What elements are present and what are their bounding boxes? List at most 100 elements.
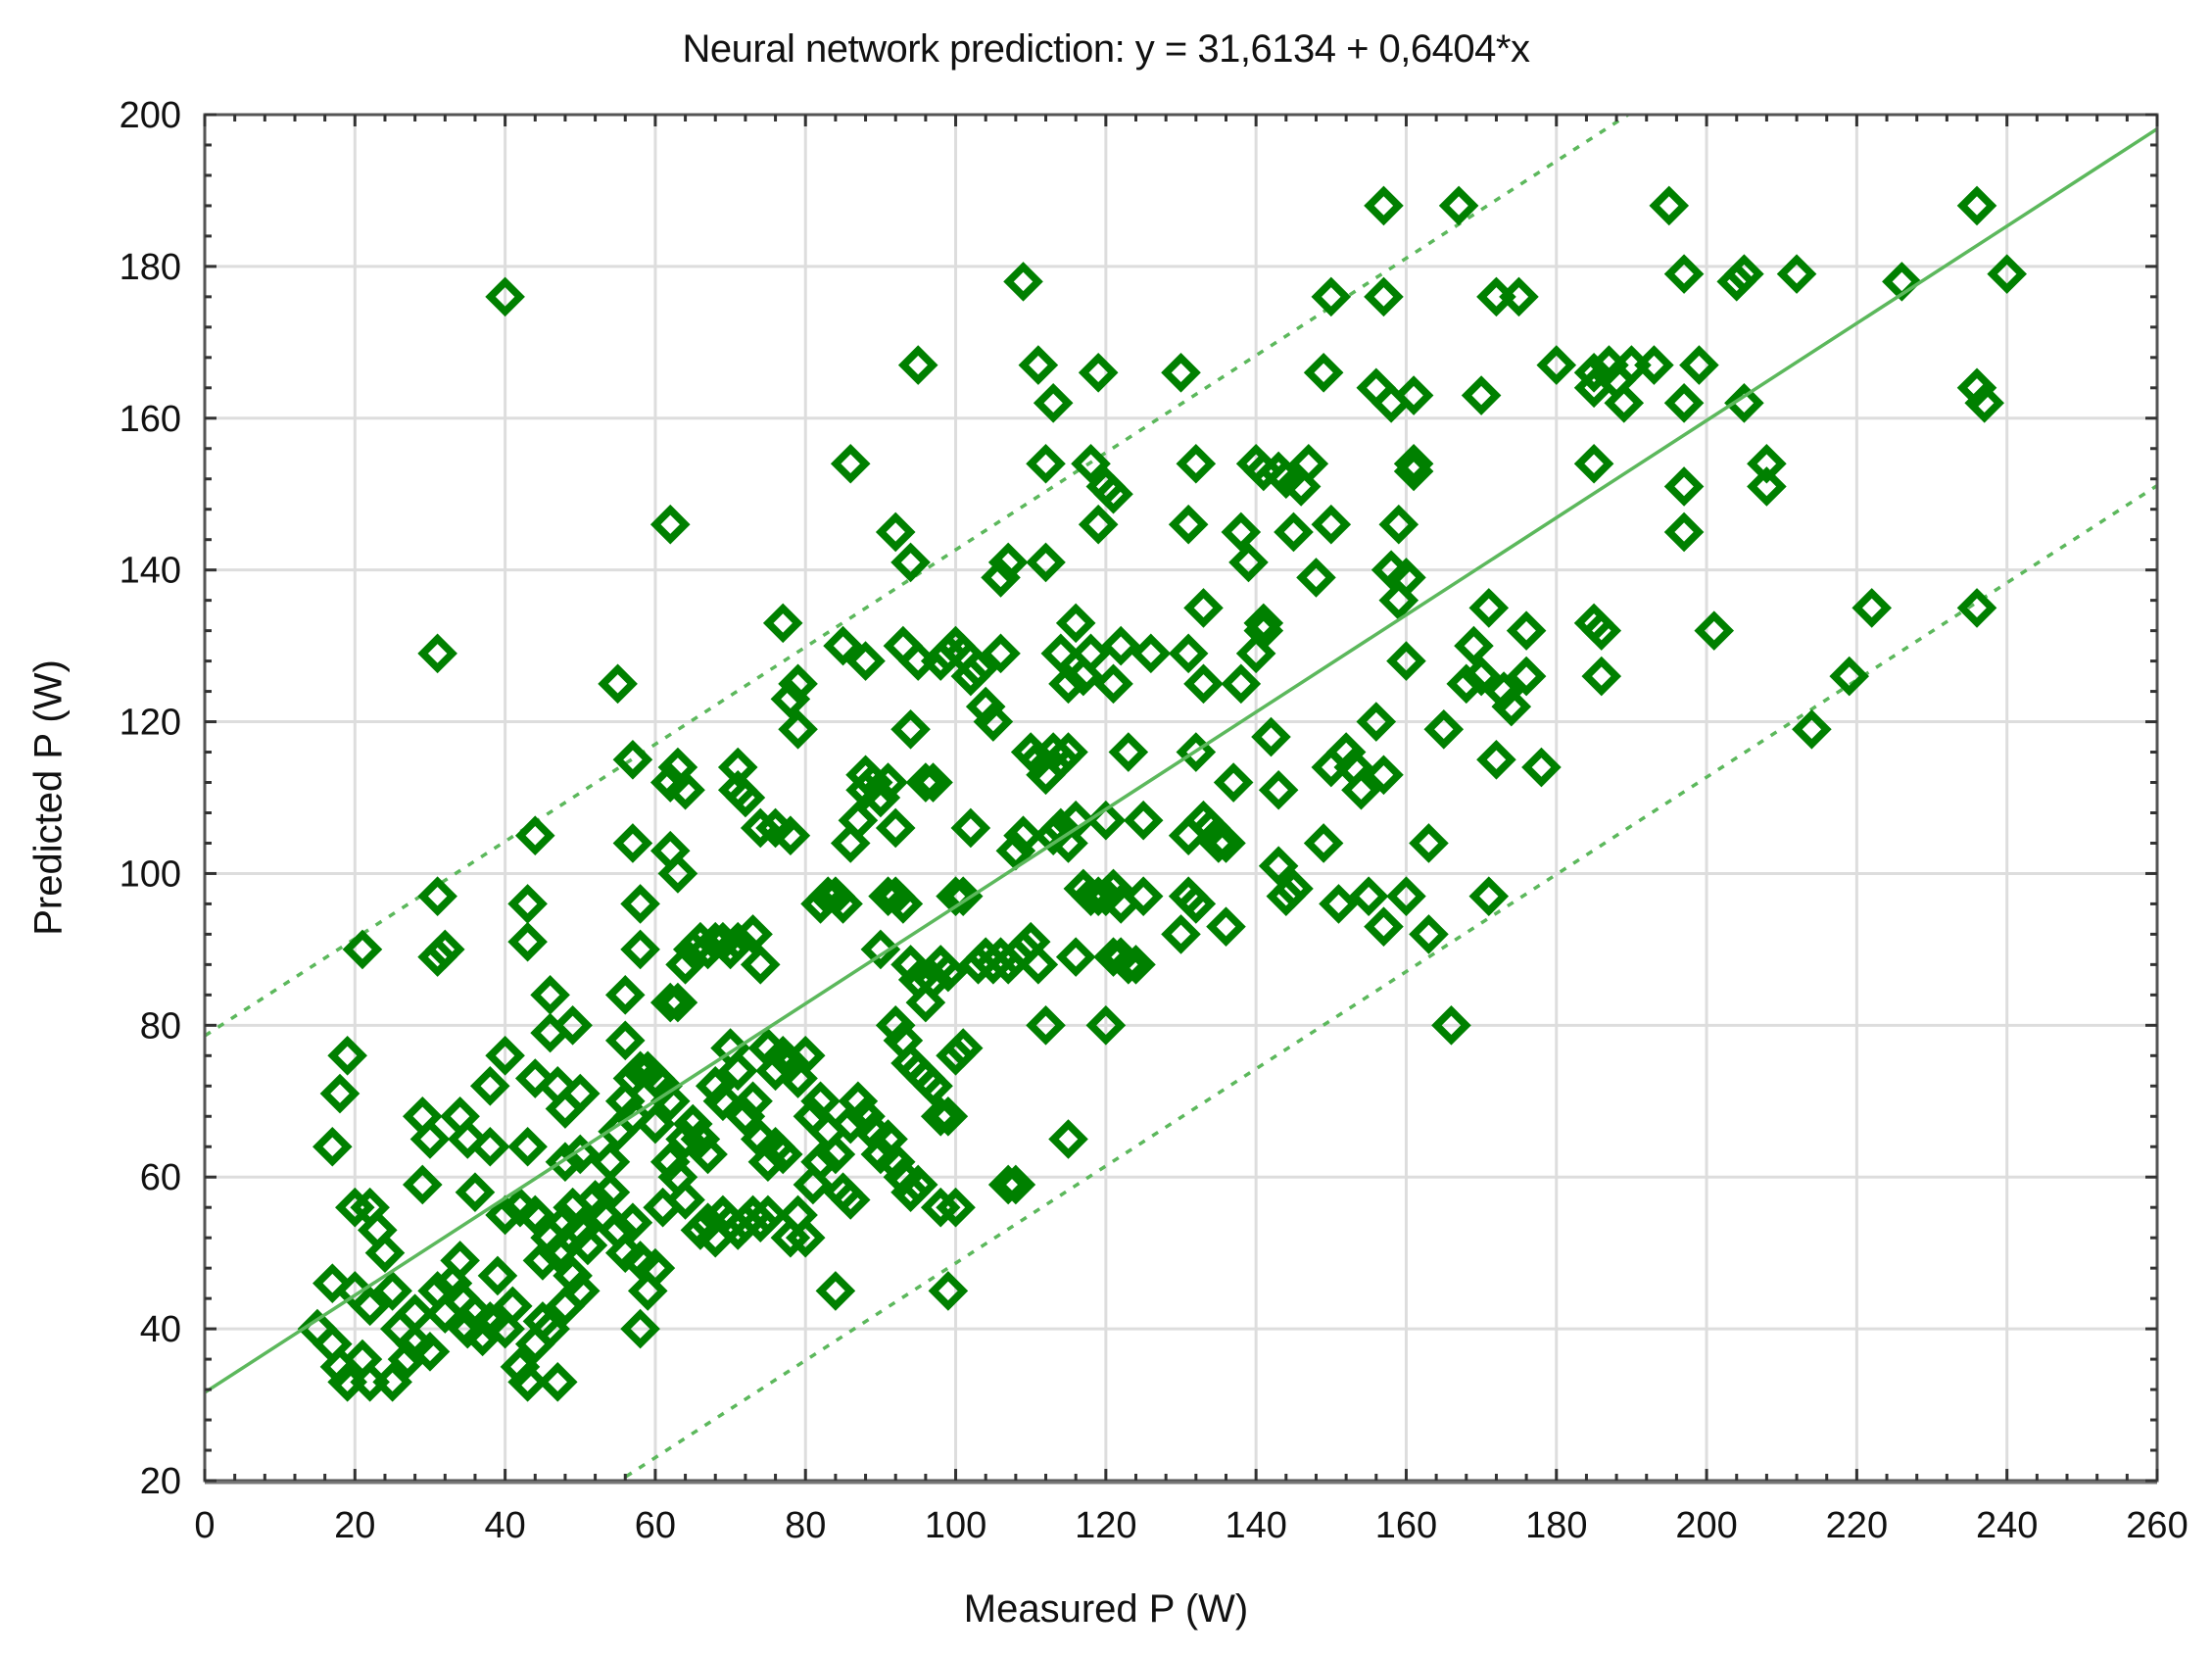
diamond-marker-icon <box>469 1126 510 1167</box>
diamond-marker-icon <box>1085 1005 1127 1046</box>
diamond-marker-icon <box>823 625 863 666</box>
x-tick-label: 260 <box>2126 1505 2188 1546</box>
grid-lines <box>205 115 2157 1481</box>
y-tick-label: 200 <box>120 95 181 136</box>
diamond-marker-icon <box>702 1081 744 1122</box>
diamond-marker-icon <box>1776 254 1817 294</box>
x-tick-label: 160 <box>1375 1505 1437 1546</box>
diamond-marker-icon <box>590 1142 631 1183</box>
diamond-marker-icon <box>559 1210 601 1250</box>
diamond-marker-icon <box>830 443 871 484</box>
diamond-marker-icon <box>1792 708 1832 750</box>
diamond-marker-icon <box>965 686 1006 727</box>
diamond-marker-icon <box>1476 739 1516 780</box>
y-tick-label: 120 <box>120 703 181 744</box>
diamond-marker-icon <box>800 1081 841 1122</box>
diamond-marker-icon <box>1364 276 1404 317</box>
diamond-marker-icon <box>1108 732 1149 772</box>
diamond-marker-icon <box>1393 443 1434 484</box>
diamond-marker-icon <box>522 1241 563 1281</box>
diamond-marker-icon <box>740 945 781 985</box>
diamond-marker-icon <box>1325 732 1367 772</box>
diamond-marker-icon <box>327 1036 367 1076</box>
diamond-marker-icon <box>1048 663 1088 705</box>
diamond-marker-icon <box>740 807 781 849</box>
diamond-marker-icon <box>440 1241 480 1281</box>
diamond-marker-icon <box>1040 807 1082 849</box>
diamond-marker-icon <box>409 1119 451 1159</box>
diamond-marker-icon <box>485 1308 525 1349</box>
x-tick-label: 240 <box>1976 1505 2038 1546</box>
diamond-marker-icon <box>1573 443 1614 484</box>
diamond-marker-icon <box>514 815 555 856</box>
diamond-marker-icon <box>604 975 646 1015</box>
diamond-marker-icon <box>1499 276 1539 317</box>
diamond-marker-icon <box>868 762 908 803</box>
diamond-marker-icon <box>1468 588 1510 628</box>
diamond-marker-icon <box>612 823 653 863</box>
diamond-marker-icon <box>1288 443 1329 484</box>
diamond-marker-icon <box>680 1119 721 1159</box>
plot-frame <box>203 113 2159 1485</box>
y-tick-label: 20 <box>140 1461 181 1502</box>
diamond-marker-icon <box>1093 868 1133 909</box>
diamond-marker-icon <box>778 663 818 705</box>
diamond-marker-icon <box>1055 937 1096 977</box>
diamond-marker-icon <box>845 641 886 681</box>
diamond-marker-icon <box>928 951 969 993</box>
diamond-marker-icon <box>657 853 698 894</box>
diamond-marker-icon <box>1454 625 1494 666</box>
diamond-marker-icon <box>1055 603 1096 644</box>
diamond-marker-icon <box>364 1233 406 1273</box>
x-tick-label: 180 <box>1525 1505 1587 1546</box>
x-tick-label: 80 <box>785 1505 826 1546</box>
diamond-marker-icon <box>770 815 811 856</box>
diamond-marker-icon <box>1956 185 1997 226</box>
y-tick-label: 160 <box>120 399 181 440</box>
diamond-marker-icon <box>507 1362 548 1402</box>
diamond-marker-icon <box>620 929 660 970</box>
diamond-marker-icon <box>897 345 938 385</box>
diamond-marker-icon <box>830 1103 871 1145</box>
diamond-marker-icon <box>372 1362 412 1402</box>
diamond-marker-icon <box>553 1255 593 1296</box>
chart-title: Neural network prediction: y = 31,6134 +… <box>682 27 1530 71</box>
diamond-marker-icon <box>1378 580 1419 620</box>
diamond-marker-icon <box>1168 633 1209 674</box>
diamond-marker-icon <box>559 1073 601 1114</box>
diamond-marker-icon <box>1364 185 1404 226</box>
diamond-marker-icon <box>928 1096 969 1137</box>
diamond-marker-icon <box>1364 906 1404 947</box>
diamond-marker-icon <box>688 1134 728 1175</box>
diamond-marker-icon <box>1206 823 1246 863</box>
diamond-marker-icon <box>424 929 465 970</box>
diamond-marker-icon <box>1123 876 1164 916</box>
diamond-marker-icon <box>1491 686 1532 727</box>
diamond-marker-icon <box>1663 466 1705 507</box>
diamond-marker-icon <box>604 1081 646 1122</box>
diamond-marker-icon <box>635 1247 676 1289</box>
diamond-marker-icon <box>590 1172 631 1213</box>
diamond-marker-icon <box>1243 603 1284 644</box>
diamond-marker-icon <box>313 1126 353 1167</box>
diamond-marker-icon <box>740 1202 781 1243</box>
diamond-marker-icon <box>830 823 871 863</box>
x-tick-label: 0 <box>194 1505 215 1546</box>
diamond-marker-icon <box>1468 876 1510 916</box>
diamond-marker-icon <box>1033 382 1074 423</box>
diamond-marker-icon <box>1213 762 1254 803</box>
x-tick-label: 40 <box>484 1505 525 1546</box>
diamond-marker-icon <box>1258 846 1299 887</box>
diamond-marker-icon <box>1663 512 1705 553</box>
diamond-marker-icon <box>1274 512 1314 553</box>
fit-line <box>205 127 2157 1394</box>
diamond-marker-icon <box>875 1005 916 1046</box>
lower-confidence-line <box>616 484 2157 1481</box>
diamond-marker-icon <box>1348 876 1389 916</box>
diamond-marker-icon <box>485 1194 525 1236</box>
diamond-marker-icon <box>1221 663 1262 705</box>
diamond-marker-icon <box>649 982 691 1023</box>
diamond-marker-icon <box>417 876 457 916</box>
diamond-marker-icon <box>1161 353 1201 393</box>
diamond-marker-icon <box>1116 945 1156 985</box>
